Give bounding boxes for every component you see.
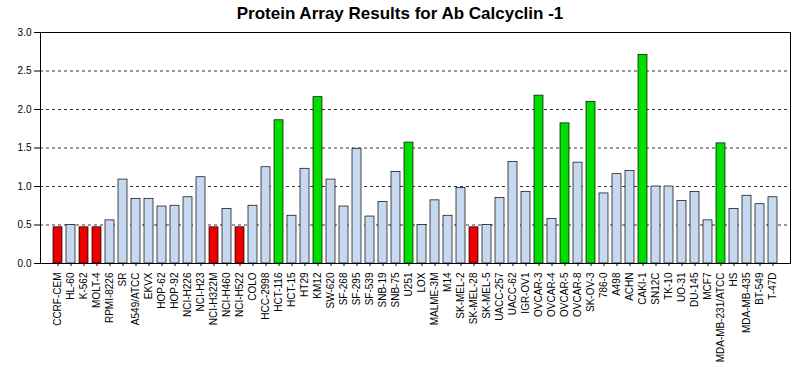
svg-text:CAKI-1: CAKI-1 [637,272,648,305]
svg-text:SNB-75: SNB-75 [390,272,401,307]
svg-text:NCI-H23: NCI-H23 [195,272,206,311]
svg-text:HT29: HT29 [299,272,310,297]
svg-text:M14: M14 [442,272,453,292]
svg-text:NCI-H322M: NCI-H322M [208,273,219,326]
svg-text:2.0: 2.0 [18,104,32,115]
svg-text:K-562: K-562 [78,272,89,299]
svg-text:SF-295: SF-295 [351,272,362,305]
svg-text:0.0: 0.0 [18,258,32,269]
svg-text:HS: HS [728,272,739,286]
svg-text:HCT-116: HCT-116 [273,272,284,312]
svg-text:UACC-257: UACC-257 [494,272,505,321]
svg-text:UO-31: UO-31 [676,272,687,302]
svg-text:ACHN: ACHN [624,273,635,301]
svg-text:SK-MEL-28: SK-MEL-28 [468,272,479,324]
svg-text:HOP-92: HOP-92 [169,272,180,309]
svg-text:SK-MEL-5: SK-MEL-5 [481,272,492,319]
svg-text:DU-145: DU-145 [689,272,700,307]
svg-text:SK-OV-3: SK-OV-3 [585,272,596,312]
svg-text:A498: A498 [611,272,622,296]
svg-text:LOX: LOX [416,272,427,292]
svg-text:0.5: 0.5 [18,219,32,230]
html-text:Protein Array Results for Ab C: Protein Array Results for Ab Calcyclin -… [236,4,564,23]
svg-text:786-0: 786-0 [598,272,609,298]
svg-text:BT-549: BT-549 [754,272,765,305]
svg-text:COLO: COLO [247,272,258,301]
svg-text:U251: U251 [403,272,414,296]
svg-text:MDA-MB-231/ATCC: MDA-MB-231/ATCC [715,273,726,363]
svg-text:SW-620: SW-620 [325,272,336,308]
svg-text:NCI-H460: NCI-H460 [221,272,232,317]
svg-text:MOLT-4: MOLT-4 [91,272,102,308]
svg-text:CCRF-CEM: CCRF-CEM [52,273,63,326]
svg-text:T-47D: T-47D [767,273,778,300]
svg-text:A549/ATCC: A549/ATCC [130,273,141,326]
svg-text:MCF7: MCF7 [702,272,713,300]
svg-text:NCI-H522: NCI-H522 [234,272,245,317]
svg-text:SNB-19: SNB-19 [377,272,388,307]
svg-text:UACC-62: UACC-62 [507,272,518,315]
svg-text:1.5: 1.5 [18,142,32,153]
svg-text:TK-10: TK-10 [663,272,674,300]
svg-text:SK-MEL-2: SK-MEL-2 [455,272,466,319]
svg-text:RPMI-8226: RPMI-8226 [104,272,115,323]
svg-text:3.0: 3.0 [18,27,32,38]
svg-text:HCC-2998: HCC-2998 [260,272,271,320]
svg-text:SN12C: SN12C [650,273,661,305]
svg-text:OVCAR-5: OVCAR-5 [559,272,570,317]
svg-text:HOP-62: HOP-62 [156,272,167,309]
svg-text:SF-539: SF-539 [364,272,375,305]
svg-text:OVCAR-4: OVCAR-4 [546,272,557,317]
svg-text:HCT-15: HCT-15 [286,272,297,307]
svg-text:1.0: 1.0 [18,181,32,192]
svg-text:NCI-H226: NCI-H226 [182,272,193,317]
svg-text:2.5: 2.5 [18,65,32,76]
svg-text:IGR-OV1: IGR-OV1 [520,272,531,314]
svg-text:MALME-3M: MALME-3M [429,273,440,326]
svg-text:SF-268: SF-268 [338,272,349,305]
svg-text:EKVX: EKVX [143,272,154,299]
svg-text:KM12: KM12 [312,272,323,299]
svg-text:OVCAR-8: OVCAR-8 [572,272,583,317]
svg-text:HL-60: HL-60 [65,272,76,300]
svg-text:OVCAR-3: OVCAR-3 [533,272,544,317]
svg-text:SR: SR [117,273,128,287]
svg-text:MDA-MB-435: MDA-MB-435 [741,272,752,333]
